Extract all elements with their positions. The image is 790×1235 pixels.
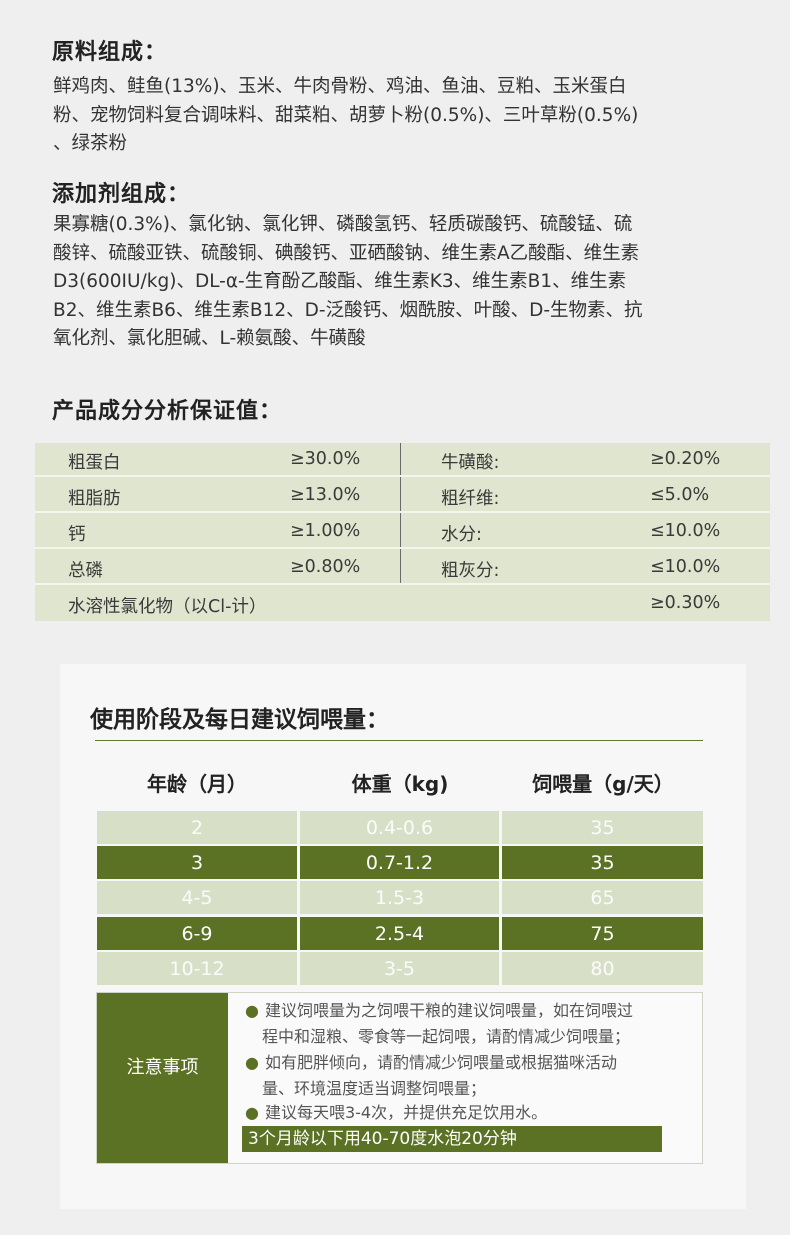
nutrient-value: ≤5.0%: [650, 485, 710, 505]
additives-line: B2、维生素B6、维生素B12、D-泛酸钙、烟酰胺、叶酸、D-生物素、抗: [53, 299, 643, 321]
nutrient-name: 牛磺酸:: [441, 453, 500, 473]
age-cell: 2: [97, 811, 297, 844]
nutrient-value: ≤10.0%: [650, 557, 721, 577]
age-cell: 4-5: [97, 881, 297, 914]
additives-line: 果寡糖(0.3%)、氯化钠、氯化钾、磷酸氢钙、轻质碳酸钙、硫酸锰、硫: [53, 214, 633, 235]
additives-title: 添加剂组成：: [52, 182, 191, 207]
table-row: 10-12 3-5 80: [97, 952, 703, 985]
nutrient-value: ≥30.0%: [290, 449, 361, 469]
guarantee-title: 产品成分分析保证值：: [52, 399, 283, 424]
ingredients-line: 、绿茶粉: [53, 133, 128, 154]
additives-line: 酸锌、硫酸亚铁、硫酸铜、碘酸钙、亚硒酸钠、维生素A乙酸酯、维生素: [53, 242, 640, 264]
age-cell: 6-9: [97, 917, 297, 950]
weight-cell: 3-5: [300, 952, 499, 985]
bullet-dot-icon: ●: [245, 1103, 259, 1122]
ingredients-text: 鲜鸡肉、鲑鱼(13%)、玉米、牛肉骨粉、鸡油、鱼油、豆粕、玉米蛋白 粉、宠物饲料…: [53, 73, 753, 159]
nutrient-value: ≥0.20%: [650, 449, 721, 469]
guarantee-row: 粗脂肪 ≥13.0% 粗纤维: ≤5.0%: [35, 479, 770, 513]
amount-cell: 35: [502, 846, 703, 879]
table-row: 6-9 2.5-4 75: [97, 917, 703, 950]
nutrient-name: 水溶性氯化物（以Cl-计）: [68, 597, 267, 617]
amount-cell: 75: [502, 917, 703, 950]
column-divider: [400, 443, 401, 585]
weight-cell: 1.5-3: [300, 881, 499, 914]
guarantee-row: 总磷 ≥0.80% 粗灰分: ≤10.0%: [35, 551, 770, 585]
nutrient-value: ≥0.80%: [290, 557, 361, 577]
age-cell: 10-12: [97, 952, 297, 985]
feeding-card: 使用阶段及每日建议饲喂量： 年龄（月） 体重（kg) 饲喂量（g/天） 2 0.…: [60, 664, 746, 1209]
age-cell: 3: [97, 846, 297, 879]
note-item: ● 建议每天喂3-4次，并提供充足饮用水。: [245, 1103, 548, 1122]
ingredients-panel: 原料组成： 鲜鸡肉、鲑鱼(13%)、玉米、牛肉骨粉、鸡油、鱼油、豆粕、玉米蛋白 …: [35, 40, 770, 621]
feeding-title: 使用阶段及每日建议饲喂量：: [90, 707, 389, 733]
nutrient-name: 水分:: [441, 525, 482, 545]
notes-box: 注意事项 ● 建议饲喂量为之饲喂干粮的建议饲喂量，如在饲喂过 程中和湿粮、零食等一…: [96, 992, 703, 1164]
weight-cell: 0.7-1.2: [300, 846, 499, 879]
soaking-note: 3个月龄以下用40-70度水泡20分钟: [242, 1126, 662, 1152]
nutrient-value: ≤10.0%: [650, 521, 721, 541]
weight-cell: 2.5-4: [300, 917, 499, 950]
nutrient-name: 粗灰分:: [441, 561, 500, 581]
bullet-dot-icon: ●: [245, 1053, 259, 1072]
nutrient-name: 总磷: [68, 561, 103, 581]
amount-cell: 35: [502, 811, 703, 844]
nutrient-name: 粗纤维:: [441, 489, 500, 509]
table-row: 3 0.7-1.2 35: [97, 846, 703, 879]
header-amount: 饲喂量（g/天）: [532, 772, 674, 796]
weight-cell: 0.4-0.6: [300, 811, 499, 844]
ingredients-line: 鲜鸡肉、鲑鱼(13%)、玉米、牛肉骨粉、鸡油、鱼油、豆粕、玉米蛋白: [53, 76, 627, 97]
amount-cell: 65: [502, 881, 703, 914]
nutrient-value: ≥0.30%: [650, 593, 721, 613]
ingredients-line: 粉、宠物饲料复合调味料、甜菜粕、胡萝卜粉(0.5%)、三叶草粉(0.5%): [53, 104, 639, 126]
guarantee-row: 钙 ≥1.00% 水分: ≤10.0%: [35, 515, 770, 549]
nutrient-name: 粗蛋白: [68, 453, 121, 473]
guarantee-row: 粗蛋白 ≥30.0% 牛磺酸: ≥0.20%: [35, 443, 770, 477]
notes-label: 注意事项: [97, 993, 228, 1163]
bullet-dot-icon: ●: [245, 1001, 259, 1020]
guarantee-row: 水溶性氯化物（以Cl-计） ≥0.30%: [35, 587, 770, 621]
title-divider: [95, 740, 703, 741]
nutrient-name: 粗脂肪: [68, 489, 121, 509]
additives-line: D3(600IU/kg)、DL-α-生育酚乙酸酯、维生素K3、维生素B1、维生素: [53, 271, 627, 292]
header-weight: 体重（kg): [351, 772, 449, 796]
guarantee-table: 粗蛋白 ≥30.0% 牛磺酸: ≥0.20% 粗脂肪 ≥13.0% 粗纤维: ≤…: [35, 443, 770, 621]
nutrient-value: ≥1.00%: [290, 521, 361, 541]
ingredients-title: 原料组成：: [52, 40, 168, 65]
additives-line: 氧化剂、氯化胆碱、L-赖氨酸、牛磺酸: [53, 328, 366, 349]
additives-text: 果寡糖(0.3%)、氯化钠、氯化钾、磷酸氢钙、轻质碳酸钙、硫酸锰、硫 酸锌、硫酸…: [53, 211, 753, 354]
table-row: 4-5 1.5-3 65: [97, 881, 703, 914]
header-age: 年龄（月）: [147, 772, 247, 796]
note-item: ● 如有肥胖倾向，请酌情减少饲喂量或根据猫咪活动 量、环境温度适当调整饲喂量；: [245, 1053, 617, 1098]
amount-cell: 80: [502, 952, 703, 985]
nutrient-name: 钙: [68, 525, 86, 545]
note-item: ● 建议饲喂量为之饲喂干粮的建议饲喂量，如在饲喂过 程中和湿粮、零食等一起饲喂，请…: [245, 1001, 633, 1046]
nutrient-value: ≥13.0%: [290, 485, 361, 505]
table-row: 2 0.4-0.6 35: [97, 811, 703, 844]
